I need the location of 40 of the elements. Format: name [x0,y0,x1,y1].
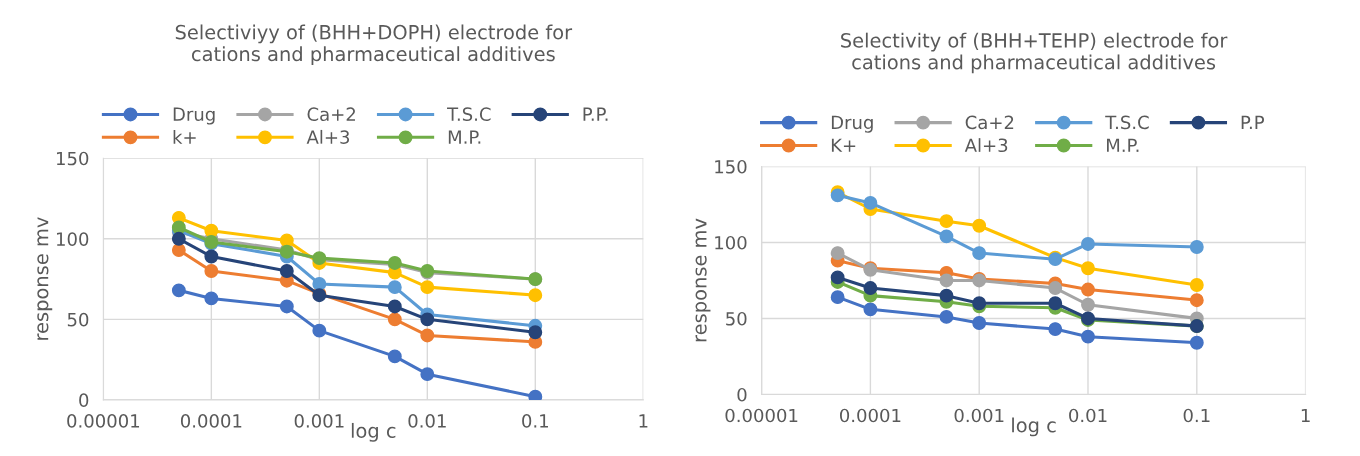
legend-label: Drug [831,115,873,133]
chart-title: Selectivity of (BHH+TEHP) electrode for cations and pharmaceutical additives [841,32,1228,74]
y-tick-label: 50 [726,311,747,326]
legend-label: Al+3 [306,129,350,144]
legend-label: K+ [831,138,856,152]
chart-title: Selectiviyy of (BHH+DOPH) electrode for cations and pharmaceutical additives [175,24,573,66]
y-tick-label: 150 [715,159,747,174]
x-tick-label: 1 [1301,408,1310,423]
y-tick-label: 100 [715,235,747,250]
x-tick-label: 0.01 [1069,408,1107,423]
x-axis-title: log c [351,422,396,442]
x-tick-label: 0.001 [954,408,1004,423]
y-tick-label: 0 [737,387,747,402]
legend-label: T.S.C [447,107,491,122]
x-tick-label: 0.001 [294,414,344,428]
x-tick-label: 1 [639,414,648,428]
y-tick-label: 100 [56,232,89,246]
y-axis-title: response mv [37,217,53,340]
legend-label: Drug [173,107,215,125]
legend-label: Ca+2 [965,115,1014,130]
legend-label: k+ [173,129,196,144]
legend-label: M.P. [448,130,481,144]
x-tick-label: 0.01 [408,414,446,428]
x-tick-label: 0.1 [522,414,548,428]
y-axis-title: response mv [695,218,711,342]
y-tick-label: 0 [79,393,89,408]
legend-label: M.P. [1107,138,1139,152]
legend-label: Al+3 [964,138,1008,153]
x-tick-label: 0.00001 [67,414,140,428]
x-tick-label: 0.0001 [180,414,242,428]
y-tick-label: 50 [67,312,89,327]
legend-label: P.P [1241,115,1265,129]
legend-label: T.S.C [1105,115,1149,130]
legend-label: P.P. [583,107,608,121]
y-tick-label: 150 [56,151,89,166]
x-tick-label: 0.0001 [840,408,901,423]
x-tick-label: 0.1 [1183,408,1210,423]
legend-label: Ca+2 [307,107,355,122]
x-tick-label: 0.00001 [725,408,798,423]
x-axis-title: log c [1012,417,1056,437]
